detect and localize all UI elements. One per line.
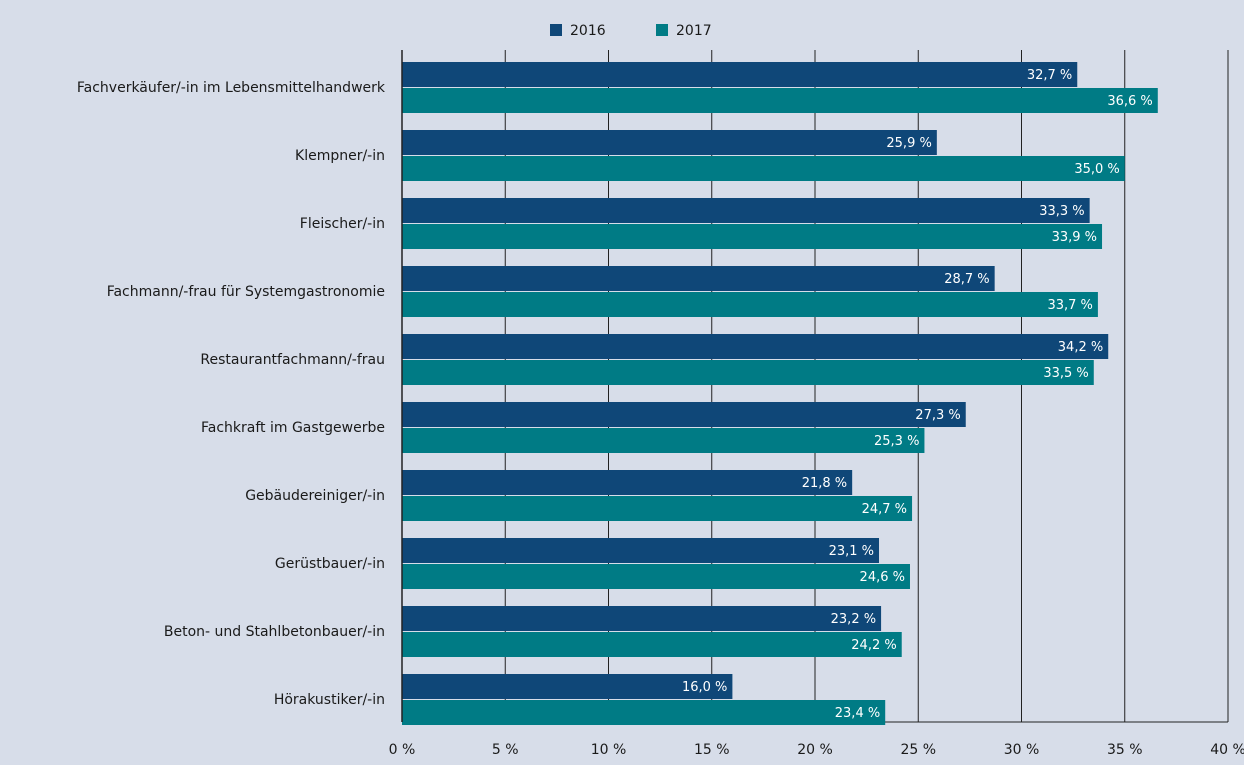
value-label: 24,6 %	[860, 570, 905, 585]
value-label: 23,4 %	[835, 706, 880, 721]
value-label: 33,7 %	[1047, 298, 1092, 313]
category-label: Restaurantfachmann/-frau	[200, 352, 385, 368]
x-tick-label: 5 %	[492, 742, 519, 758]
bar	[402, 334, 1109, 359]
x-tick-label: 15 %	[694, 742, 730, 758]
bar	[402, 156, 1125, 181]
category-label: Klempner/-in	[295, 148, 385, 164]
value-label: 32,7 %	[1027, 68, 1072, 83]
bar	[402, 88, 1158, 113]
bar	[402, 266, 995, 291]
bar	[402, 402, 966, 427]
bar	[402, 62, 1078, 87]
legend-label: 2016	[570, 23, 606, 39]
bar	[402, 674, 733, 699]
bar	[402, 496, 913, 521]
category-label: Fachverkäufer/-in im Lebensmittelhandwer…	[77, 80, 386, 96]
value-label: 25,9 %	[886, 136, 931, 151]
legend-swatch	[550, 24, 562, 36]
value-label: 33,5 %	[1043, 366, 1088, 381]
value-label: 33,9 %	[1052, 230, 1097, 245]
value-label: 34,2 %	[1058, 340, 1103, 355]
category-label: Gebäudereiniger/-in	[245, 488, 385, 504]
x-tick-label: 30 %	[1004, 742, 1040, 758]
x-tick-label: 25 %	[900, 742, 936, 758]
bar	[402, 428, 925, 453]
value-label: 35,0 %	[1074, 162, 1119, 177]
bar	[402, 632, 902, 657]
x-tick-label: 40 %	[1210, 742, 1244, 758]
bar	[402, 130, 937, 155]
bar	[402, 538, 880, 563]
value-label: 33,3 %	[1039, 204, 1084, 219]
x-tick-label: 20 %	[797, 742, 833, 758]
value-label: 23,1 %	[829, 544, 874, 559]
bar	[402, 700, 886, 725]
value-label: 24,2 %	[851, 638, 896, 653]
value-label: 23,2 %	[831, 612, 876, 627]
bar	[402, 564, 910, 589]
category-label: Fleischer/-in	[300, 216, 385, 232]
bar	[402, 292, 1098, 317]
category-label: Gerüstbauer/-in	[275, 556, 385, 572]
bar	[402, 606, 882, 631]
x-tick-label: 35 %	[1107, 742, 1143, 758]
x-tick-label: 10 %	[591, 742, 627, 758]
legend-label: 2017	[676, 23, 712, 39]
value-label: 27,3 %	[915, 408, 960, 423]
value-label: 21,8 %	[802, 476, 847, 491]
x-tick-label: 0 %	[389, 742, 416, 758]
legend-swatch	[656, 24, 668, 36]
category-label: Fachmann/-frau für Systemgastronomie	[107, 284, 385, 300]
category-label: Hörakustiker/-in	[274, 692, 385, 708]
value-label: 25,3 %	[874, 434, 919, 449]
bar	[402, 198, 1090, 223]
category-label: Beton- und Stahlbetonbauer/-in	[164, 624, 385, 640]
value-label: 16,0 %	[682, 680, 727, 695]
bar	[402, 224, 1103, 249]
value-label: 28,7 %	[944, 272, 989, 287]
value-label: 24,7 %	[862, 502, 907, 517]
category-label: Fachkraft im Gastgewerbe	[201, 420, 385, 436]
value-label: 36,6 %	[1107, 94, 1152, 109]
bar	[402, 360, 1094, 385]
bar	[402, 470, 853, 495]
